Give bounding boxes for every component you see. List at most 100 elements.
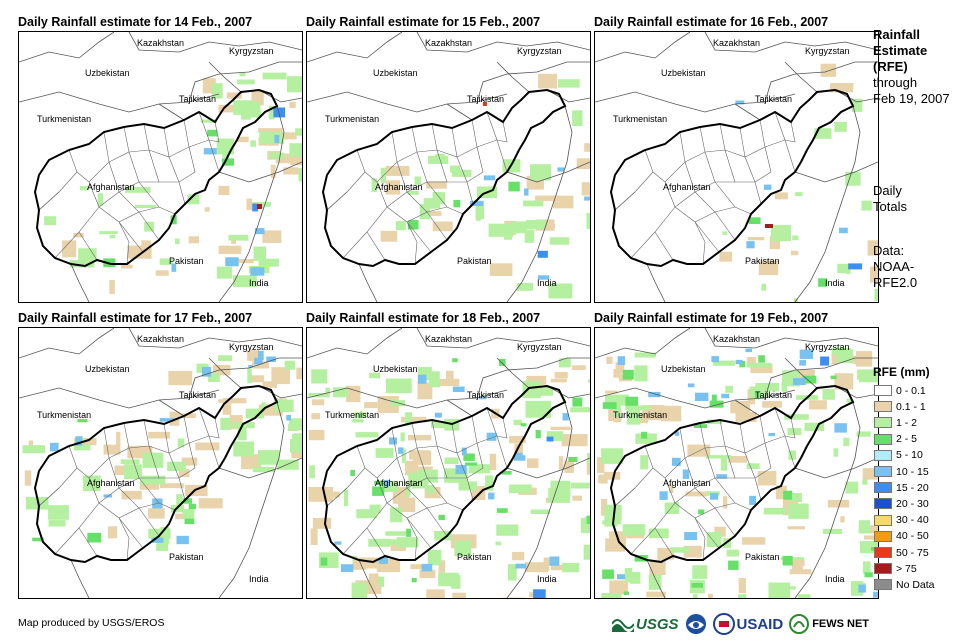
rain-patch [526,219,546,230]
border-line [784,61,818,93]
rain-patch [383,479,390,487]
rain-patch [170,215,177,225]
rain-patch [834,121,847,132]
rain-patch [218,104,241,113]
rain-patch [624,568,632,583]
rain-patch [755,383,780,392]
province-line [715,149,736,183]
legend-item: 1 - 2 [874,415,917,430]
rain-patch [176,535,189,545]
province-line [178,477,186,501]
rain-patch [258,128,283,133]
rain-patch [867,240,878,256]
legend-label: 5 - 10 [896,449,923,462]
label-turkmenistan: Turkmenistan [613,410,668,420]
rain-patch [705,455,732,459]
rain-patch [372,486,385,496]
rain-patch [378,557,388,564]
border-line [70,559,90,598]
totals-label: Totals [873,199,907,214]
rain-patch [597,457,605,473]
border-line [358,559,378,598]
label-turkmenistan: Turkmenistan [325,114,380,124]
rain-patch [561,434,588,447]
label-kazakhstan: Kazakhstan [137,38,185,48]
rain-patch [308,487,333,502]
source-line-2: RFE2.0 [873,275,918,290]
province-line [652,131,686,183]
rain-patch [438,514,445,521]
rain-patch [529,164,551,181]
rain-patch [325,387,330,394]
border-line [834,89,878,103]
label-tajikistan: Tajikistan [755,94,793,104]
rain-patch [692,565,708,579]
border-line [506,401,573,598]
through-label: through [873,75,918,90]
label-india: India [825,278,845,288]
rain-patch [454,540,472,557]
rain-patch [274,134,280,144]
rain-patch [426,181,447,189]
rain-patch [116,431,121,446]
rain-patch [107,526,118,539]
province-line [406,517,432,549]
rain-patch [693,594,698,598]
rain-patch [176,494,183,506]
rain-patch [792,235,799,241]
province-line [208,417,220,439]
rain-patch [598,474,608,484]
border-line [764,61,878,103]
rain-patch [309,465,315,479]
rain-patch [870,266,878,283]
rain-patch [509,484,532,494]
rain-patch [818,278,828,287]
rain-patch [496,524,519,536]
label-turkmenistan: Turkmenistan [37,114,92,124]
rain-patch [711,394,717,404]
rain-patch [546,436,554,442]
rain-patch [432,221,453,232]
rain-patch [22,445,45,454]
rain-patch [369,372,380,379]
afghanistan-border [609,384,855,564]
rain-patch [660,405,682,422]
rain-patch [525,400,552,418]
rain-patch [488,492,495,500]
rain-patch [380,230,398,242]
rain-patch [73,233,84,238]
rain-patch [225,257,239,267]
rain-patch [669,484,674,493]
rain-patch [862,468,878,480]
province-line [496,121,508,143]
border-line [506,457,590,479]
province-line [98,502,130,561]
province-line [139,149,160,183]
rain-patch [499,358,506,366]
rain-patch [709,400,724,408]
rain-patch [250,375,264,383]
panel-title: Daily Rainfall estimate for 15 Feb., 200… [306,15,541,29]
rain-patch [728,560,739,570]
rain-patch [248,364,253,368]
rain-patch [269,152,285,159]
rain-patch [814,128,832,139]
rain-patch [351,582,368,598]
rain-patch [216,266,232,279]
province-line [326,191,348,211]
rain-patch [533,387,554,396]
province-line [496,417,508,439]
rain-patch [247,350,260,361]
rain-patch [858,584,866,593]
border-line [734,399,761,417]
legend-swatch [874,530,892,542]
rain-patch [548,488,571,503]
province-line [158,206,176,215]
panel-title: Daily Rainfall estimate for 16 Feb., 200… [594,15,829,29]
rain-patch [625,396,638,406]
rain-patch [657,547,675,560]
label-kyrgyzstan: Kyrgyzstan [517,46,562,56]
usgs-text: USGS [636,615,679,633]
rain-patch [461,447,467,456]
rain-patch [203,148,217,155]
